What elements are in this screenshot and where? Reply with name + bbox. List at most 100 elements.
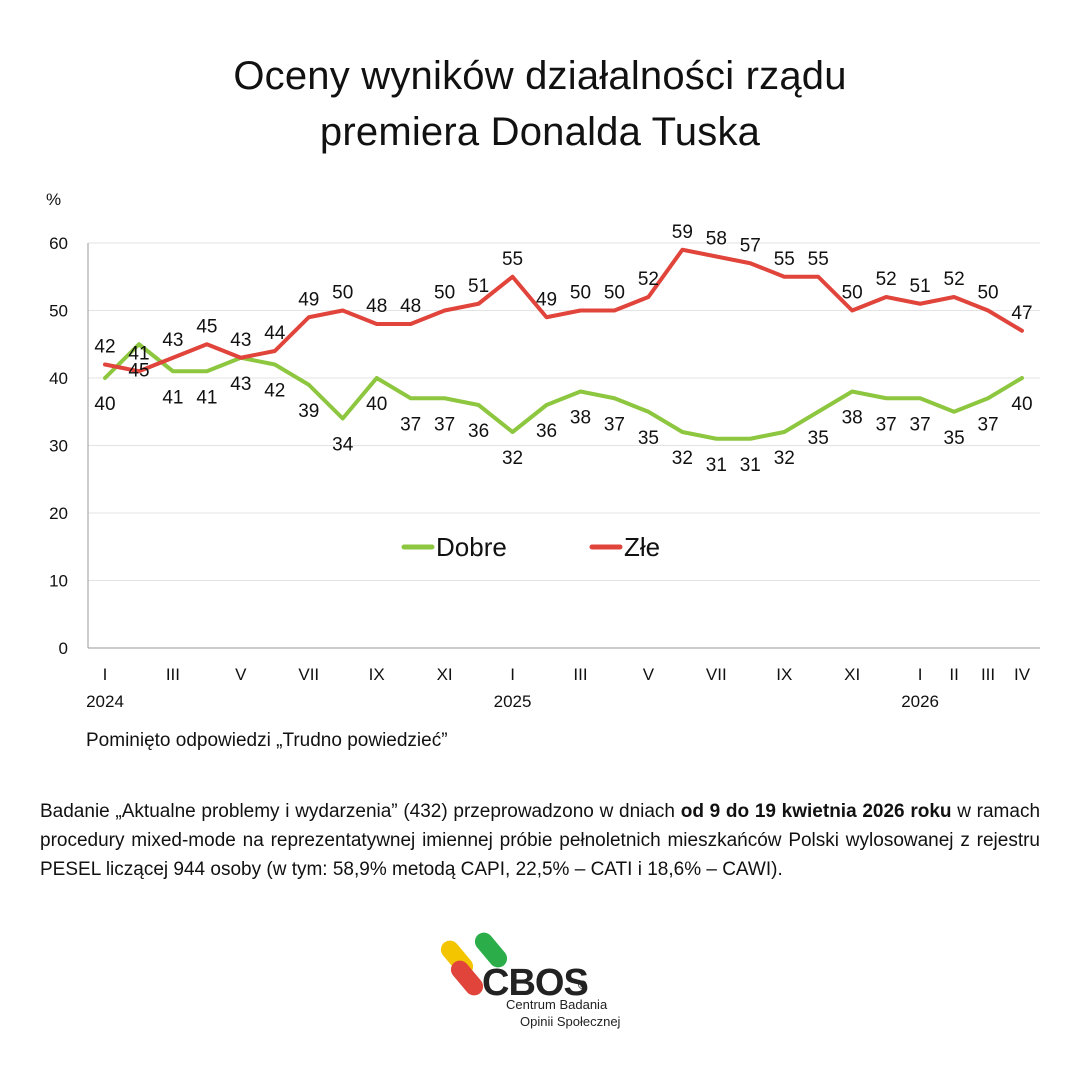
x-tick-label-20: IX (776, 665, 792, 684)
data-label-dobre-24: 37 (910, 414, 931, 435)
data-label-złe-19: 57 (740, 235, 761, 256)
data-label-dobre-4: 43 (230, 374, 251, 395)
data-label-dobre-5: 42 (264, 381, 285, 402)
data-label-złe-6: 49 (298, 289, 319, 310)
x-tick-label-8: IX (369, 665, 385, 684)
y-axis-unit-label: % (46, 190, 61, 209)
data-label-złe-17: 59 (672, 222, 693, 243)
data-label-dobre-19: 31 (740, 455, 761, 476)
data-label-złe-20: 55 (774, 249, 795, 270)
data-label-złe-3: 45 (196, 316, 217, 337)
x-tick-label-4: V (235, 665, 247, 684)
data-label-dobre-20: 32 (774, 448, 795, 469)
x-tick-label-22: XI (844, 665, 860, 684)
data-label-dobre-12: 32 (502, 448, 523, 469)
data-label-dobre-23: 37 (876, 414, 897, 435)
data-label-dobre-1: 45 (128, 360, 149, 381)
data-label-dobre-18: 31 (706, 455, 727, 476)
x-tick-label-24: I (918, 665, 923, 684)
data-label-złe-11: 51 (468, 276, 489, 297)
data-label-złe-5: 44 (264, 323, 286, 344)
y-tick-label-10: 10 (49, 572, 68, 591)
series-lines (103, 247, 1024, 441)
data-label-złe-14: 50 (570, 283, 591, 304)
data-label-złe-18: 58 (706, 229, 727, 250)
data-label-złe-0: 42 (94, 337, 115, 358)
chart-title-line-2: premiera Donalda Tuska (319, 110, 761, 154)
data-label-dobre-2: 41 (162, 387, 183, 408)
data-label-dobre-7: 34 (332, 435, 354, 456)
chart-title: Oceny wyników działalności rządu premier… (0, 48, 1080, 160)
data-label-dobre-26: 37 (977, 414, 998, 435)
x-tick-label-0: I (103, 665, 108, 684)
x-year-label-2025: 2025 (494, 692, 532, 711)
study-description: Badanie „Aktualne problemy i wydarzenia”… (40, 797, 1040, 884)
series-line-złe (103, 247, 1024, 374)
logo-wordmark: CBOS (482, 962, 589, 1004)
y-tick-label-30: 30 (49, 437, 68, 456)
data-label-złe-24: 51 (910, 276, 931, 297)
data-label-dobre-16: 35 (638, 428, 659, 449)
x-tick-label-16: V (643, 665, 655, 684)
x-year-label-2024: 2024 (86, 692, 124, 711)
data-label-złe-9: 48 (400, 296, 421, 317)
data-label-złe-10: 50 (434, 283, 455, 304)
x-tick-label-18: VII (706, 665, 727, 684)
data-label-dobre-27: 40 (1011, 394, 1032, 415)
data-label-dobre-14: 38 (570, 408, 591, 429)
data-label-złe-16: 52 (638, 269, 659, 290)
logo-pill-red (450, 960, 484, 996)
cbos-logo: CBOS ® Centrum Badania Opinii Społecznej (440, 930, 660, 1040)
data-label-złe-13: 49 (536, 289, 557, 310)
y-tick-label-40: 40 (49, 369, 68, 388)
x-tick-label-6: VII (298, 665, 319, 684)
data-label-złe-2: 43 (162, 330, 183, 351)
legend: Dobre Złe (401, 532, 660, 562)
data-label-dobre-9: 37 (400, 414, 421, 435)
y-tick-label-20: 20 (49, 504, 68, 523)
data-label-dobre-22: 38 (842, 408, 863, 429)
data-label-złe-22: 50 (842, 283, 863, 304)
data-label-złe-23: 52 (876, 269, 897, 290)
x-year-label-2026: 2026 (901, 692, 939, 711)
y-tick-label-50: 50 (49, 302, 68, 321)
data-label-dobre-10: 37 (434, 414, 455, 435)
note-text: Pominięto odpowiedzi „Trudno powiedzieć” (86, 730, 448, 751)
x-tick-label-26: III (981, 665, 995, 684)
x-tick-label-10: XI (437, 665, 453, 684)
legend-label-dobre: Dobre (436, 532, 507, 562)
data-label-dobre-8: 40 (366, 394, 387, 415)
chart-title-line-1: Oceny wyników działalności rządu (233, 54, 847, 98)
x-tick-label-25: II (949, 665, 958, 684)
data-label-złe-15: 50 (604, 283, 625, 304)
cbos-logo-mark (440, 932, 508, 996)
x-tick-label-2: III (166, 665, 180, 684)
data-label-dobre-15: 37 (604, 414, 625, 435)
data-label-dobre-3: 41 (196, 387, 217, 408)
data-label-dobre-21: 35 (808, 428, 829, 449)
gridlines (88, 242, 1040, 581)
x-tick-label-14: III (573, 665, 587, 684)
data-label-dobre-25: 35 (944, 428, 965, 449)
description-part-1: Badanie „Aktualne problemy i wydarzenia”… (40, 801, 681, 822)
x-tick-label-12: I (510, 665, 515, 684)
data-label-dobre-17: 32 (672, 448, 693, 469)
data-label-dobre-0: 40 (94, 394, 115, 415)
data-label-złe-7: 50 (332, 283, 353, 304)
data-label-złe-12: 55 (502, 249, 523, 270)
data-label-dobre-6: 39 (298, 401, 319, 422)
legend-label-złe: Złe (624, 532, 660, 562)
data-label-złe-8: 48 (366, 296, 387, 317)
logo-line-2: Opinii Społecznej (520, 1014, 621, 1029)
data-label-złe-4: 43 (230, 330, 251, 351)
description-part-2: w ramach procedury mixed-mode na repreze… (40, 801, 1041, 880)
x-tick-label-27: IV (1014, 665, 1031, 684)
logo-registered-mark: ® (578, 978, 587, 992)
data-label-złe-21: 55 (808, 249, 829, 270)
y-tick-label-60: 60 (49, 234, 68, 253)
data-label-złe-27: 47 (1011, 303, 1032, 324)
description-dates: od 9 do 19 kwietnia 2026 roku (680, 801, 952, 822)
